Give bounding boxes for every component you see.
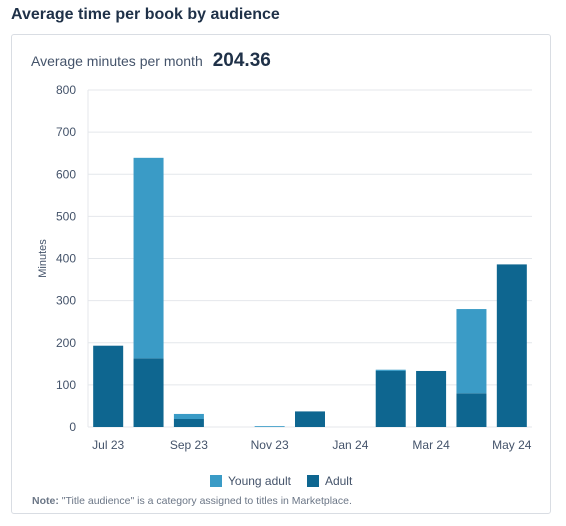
x-tick-label: Mar 24 (412, 438, 450, 452)
bar-young-adult (133, 157, 164, 359)
legend-item-young-adult[interactable]: Young adult (210, 474, 291, 488)
bar-young-adult (254, 426, 285, 427)
y-axis-title: Minutes (37, 239, 49, 278)
y-tick-label: 400 (56, 252, 76, 266)
bar-adult (496, 264, 527, 427)
bar-adult (93, 345, 124, 427)
bar-adult (133, 358, 164, 427)
y-tick-label: 600 (56, 167, 76, 181)
bar-young-adult (375, 369, 406, 371)
bar-adult (375, 370, 406, 427)
legend-swatch-young-adult (210, 475, 222, 487)
bar-adult (416, 370, 447, 427)
y-tick-label: 500 (56, 209, 76, 223)
bar-adult (173, 418, 204, 427)
x-tick-label: May 24 (492, 438, 532, 452)
y-tick-label: 200 (56, 336, 76, 350)
summary: Average minutes per month 204.36 (31, 50, 271, 72)
bar-adult (295, 411, 325, 427)
x-tick-label: Jul 23 (92, 438, 124, 452)
footnote: Note: "Title audience" is a category ass… (32, 495, 352, 507)
x-tick-label: Nov 23 (251, 438, 289, 452)
y-tick-label: 0 (69, 420, 76, 434)
y-tick-label: 300 (56, 294, 76, 308)
y-tick-label: 700 (56, 125, 76, 139)
y-tick-label: 800 (56, 83, 76, 97)
legend-label-adult: Adult (324, 474, 353, 488)
page-title: Average time per book by audience (11, 6, 280, 23)
chart-legend: Young adult Adult (210, 474, 360, 488)
x-tick-label: Jan 24 (332, 438, 368, 452)
stacked-bar-chart: 0 100 200 300 400 500 600 700 800 Minutes Jul 23 Se… (37, 83, 532, 452)
bar-young-adult (456, 309, 487, 394)
y-tick-label: 100 (56, 378, 76, 392)
bar-young-adult (173, 413, 204, 419)
summary-value: 204.36 (212, 50, 271, 71)
chart-card: Average minutes per month 204.36 0 100 200… (11, 34, 551, 514)
bar-adult (456, 393, 487, 427)
x-tick-label: Sep 23 (170, 438, 208, 452)
legend-swatch-adult (306, 475, 319, 487)
footnote-text: "Title audience" is a category assigned … (61, 495, 352, 507)
summary-label: Average minutes per month (31, 53, 203, 69)
legend-item-adult[interactable]: Adult (306, 474, 353, 488)
legend-label-young-adult: Young adult (228, 474, 291, 488)
footnote-prefix: Note: (32, 495, 59, 507)
